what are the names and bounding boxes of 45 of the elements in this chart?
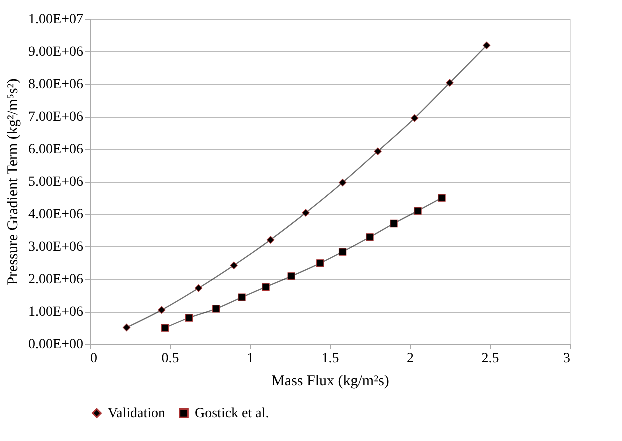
point bbox=[410, 114, 419, 122]
point bbox=[122, 324, 131, 332]
point bbox=[266, 236, 275, 244]
y-tick-label: 6.00E+06 bbox=[28, 142, 84, 158]
point bbox=[316, 260, 324, 268]
x-tick-label: 2 bbox=[407, 352, 414, 366]
point bbox=[194, 284, 203, 292]
legend-label: Validation bbox=[108, 406, 166, 422]
y-tick-label: 9.00E+06 bbox=[28, 45, 84, 60]
x-tick-label: 2.5 bbox=[482, 352, 500, 366]
point bbox=[161, 324, 170, 332]
y-tick-label: 1.00E+06 bbox=[28, 305, 84, 320]
y-axis-title: Pressure Gradient Term (kg²/m⁵s²) bbox=[6, 78, 22, 286]
point bbox=[212, 305, 220, 313]
y-tick-label: 1.00E+07 bbox=[28, 12, 84, 28]
point bbox=[185, 314, 194, 322]
x-tick-label: 3 bbox=[564, 352, 570, 366]
point bbox=[482, 42, 491, 50]
point bbox=[158, 306, 166, 314]
y-tick-label: 3.00E+06 bbox=[28, 240, 84, 255]
x-tick-label: 1 bbox=[247, 352, 254, 366]
point bbox=[238, 294, 246, 302]
y-tick-label: 4.00E+06 bbox=[28, 208, 84, 222]
legend-label: Gostick et al. bbox=[195, 406, 270, 422]
point bbox=[438, 194, 446, 202]
point bbox=[366, 234, 374, 242]
point bbox=[302, 209, 310, 217]
point bbox=[414, 207, 422, 215]
point bbox=[230, 262, 238, 270]
y-tick-label: 7.00E+06 bbox=[28, 110, 84, 125]
point bbox=[338, 178, 347, 187]
point bbox=[288, 272, 296, 280]
y-tick-label: 0.00E+00 bbox=[28, 338, 84, 352]
point bbox=[390, 220, 398, 228]
x-tick-label: 1.5 bbox=[322, 352, 340, 366]
y-tick-label: 8.00E+06 bbox=[28, 78, 84, 92]
x-tick-label: 0 bbox=[90, 352, 98, 366]
point bbox=[262, 283, 270, 291]
point bbox=[374, 148, 382, 156]
y-tick-label: 5.00E+06 bbox=[28, 175, 84, 190]
y-tick-label: 2.00E+06 bbox=[28, 272, 84, 288]
x-axis-title: Mass Flux (kg/m²s) bbox=[272, 374, 390, 390]
x-tick-label: 0.5 bbox=[162, 352, 180, 366]
point bbox=[446, 79, 454, 87]
point bbox=[338, 248, 347, 256]
